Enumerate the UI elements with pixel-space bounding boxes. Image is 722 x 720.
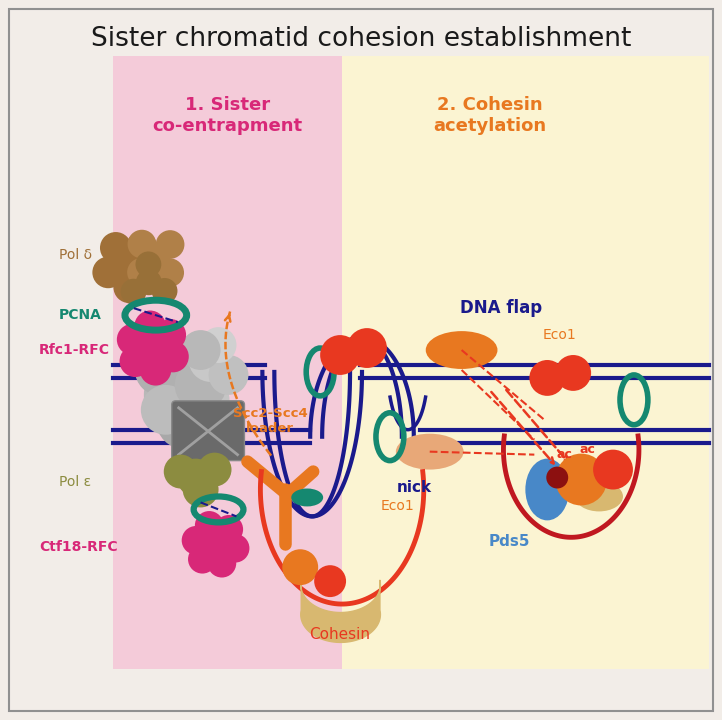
Text: Pol δ: Pol δ [59,248,92,262]
FancyBboxPatch shape [342,56,709,669]
Ellipse shape [426,331,497,369]
Circle shape [198,453,232,487]
Circle shape [347,328,387,368]
Circle shape [156,390,216,450]
Text: Eco1: Eco1 [542,328,576,342]
Circle shape [155,258,184,287]
Circle shape [221,534,249,562]
FancyBboxPatch shape [113,56,342,669]
Circle shape [201,530,230,559]
Circle shape [120,346,151,377]
Circle shape [207,549,236,577]
Circle shape [175,359,227,411]
Circle shape [92,256,124,288]
Circle shape [152,278,178,304]
Circle shape [182,526,210,554]
Circle shape [164,454,198,488]
Circle shape [136,269,162,295]
Circle shape [144,363,208,427]
Circle shape [529,360,565,396]
Circle shape [142,244,170,273]
Circle shape [555,454,607,505]
Circle shape [180,330,220,370]
Circle shape [100,232,131,264]
Circle shape [155,319,186,351]
Text: Eco1: Eco1 [381,500,414,513]
Circle shape [177,459,214,497]
Text: PCNA: PCNA [59,308,102,322]
Ellipse shape [575,482,623,511]
Circle shape [134,256,165,287]
Circle shape [117,324,149,355]
Ellipse shape [396,433,464,469]
Text: Pds5: Pds5 [489,534,530,549]
Circle shape [136,251,161,277]
Circle shape [182,376,230,424]
Text: Pol ε: Pol ε [59,474,91,489]
Circle shape [140,354,171,386]
Text: Ctf18-RFC: Ctf18-RFC [39,540,118,554]
Circle shape [188,338,232,382]
Text: DNA flap: DNA flap [460,300,542,318]
Circle shape [121,279,147,305]
Text: 2. Cohesin
acetylation: 2. Cohesin acetylation [433,96,546,135]
Circle shape [137,332,168,364]
Text: Scc2-Scc4
loader: Scc2-Scc4 loader [233,407,308,435]
Circle shape [134,310,166,342]
Circle shape [209,355,248,395]
Text: Sister chromatid cohesion establishment: Sister chromatid cohesion establishment [91,26,631,53]
Circle shape [195,511,224,540]
Circle shape [188,545,217,574]
Circle shape [593,450,633,490]
Circle shape [127,258,156,287]
Circle shape [555,355,591,391]
Text: Cohesin: Cohesin [310,627,370,642]
Circle shape [168,344,224,400]
Text: ac: ac [579,443,595,456]
Circle shape [314,565,346,597]
Text: Rfc1-RFC: Rfc1-RFC [39,343,110,357]
Circle shape [282,549,318,585]
Circle shape [547,467,568,488]
Circle shape [126,232,157,264]
Circle shape [214,515,243,544]
Circle shape [201,327,237,363]
Circle shape [128,230,156,258]
FancyBboxPatch shape [172,401,245,461]
Text: 1. Sister
co-entrapment: 1. Sister co-entrapment [152,96,303,135]
Text: nick: nick [397,480,432,495]
Ellipse shape [526,459,569,521]
Circle shape [141,385,191,435]
Ellipse shape [291,488,323,506]
Text: ac: ac [556,448,572,461]
Circle shape [156,230,184,259]
Circle shape [183,472,219,508]
Circle shape [113,271,145,303]
Circle shape [320,335,360,375]
Circle shape [113,250,144,281]
Circle shape [135,344,187,396]
Circle shape [157,341,188,372]
